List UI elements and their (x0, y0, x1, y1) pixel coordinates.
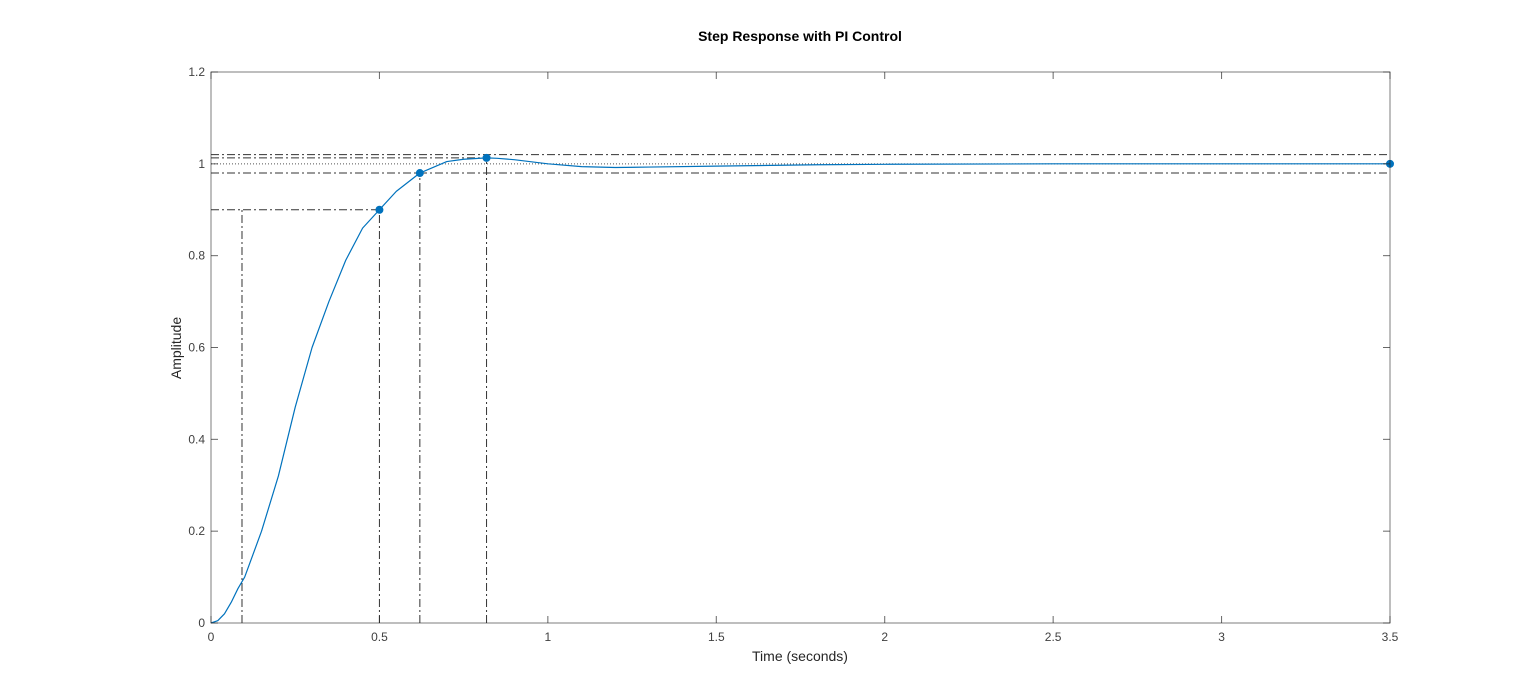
x-tick-label: 2 (881, 630, 888, 644)
characteristic-guides (211, 154, 1390, 623)
y-tick-label: 0.8 (188, 249, 205, 263)
plot-frame (210, 71, 1391, 624)
x-tick-label: 3 (1218, 630, 1225, 644)
x-tick-label: 1.5 (708, 630, 725, 644)
marker-peak-response (482, 153, 491, 162)
marker-rise-time-end (375, 205, 384, 214)
x-tick-label: 1 (545, 630, 552, 644)
x-tick-label: 3.5 (1382, 630, 1399, 644)
x-tick-label: 0.5 (371, 630, 388, 644)
x-axis-label: Time (seconds) (752, 648, 848, 664)
x-tick-label: 2.5 (1045, 630, 1062, 644)
y-tick-label: 0.4 (188, 432, 205, 446)
y-tick-label: 0.2 (188, 524, 205, 538)
y-tick-label: 1 (198, 157, 205, 171)
chart-title: Step Response with PI Control (698, 28, 902, 44)
marker-settling-time (415, 169, 424, 178)
y-tick-label: 0 (198, 616, 205, 630)
y-axis-label: Amplitude (168, 317, 184, 379)
x-tick-label: 0 (208, 630, 215, 644)
y-tick-label: 1.2 (188, 65, 205, 79)
y-tick-label: 0.6 (188, 341, 205, 355)
axis-ticks: 0 0.5 1 1.5 2 2.5 3 3.5 0 0.2 0.4 0.6 0.8 1 1.2 (188, 65, 1398, 644)
